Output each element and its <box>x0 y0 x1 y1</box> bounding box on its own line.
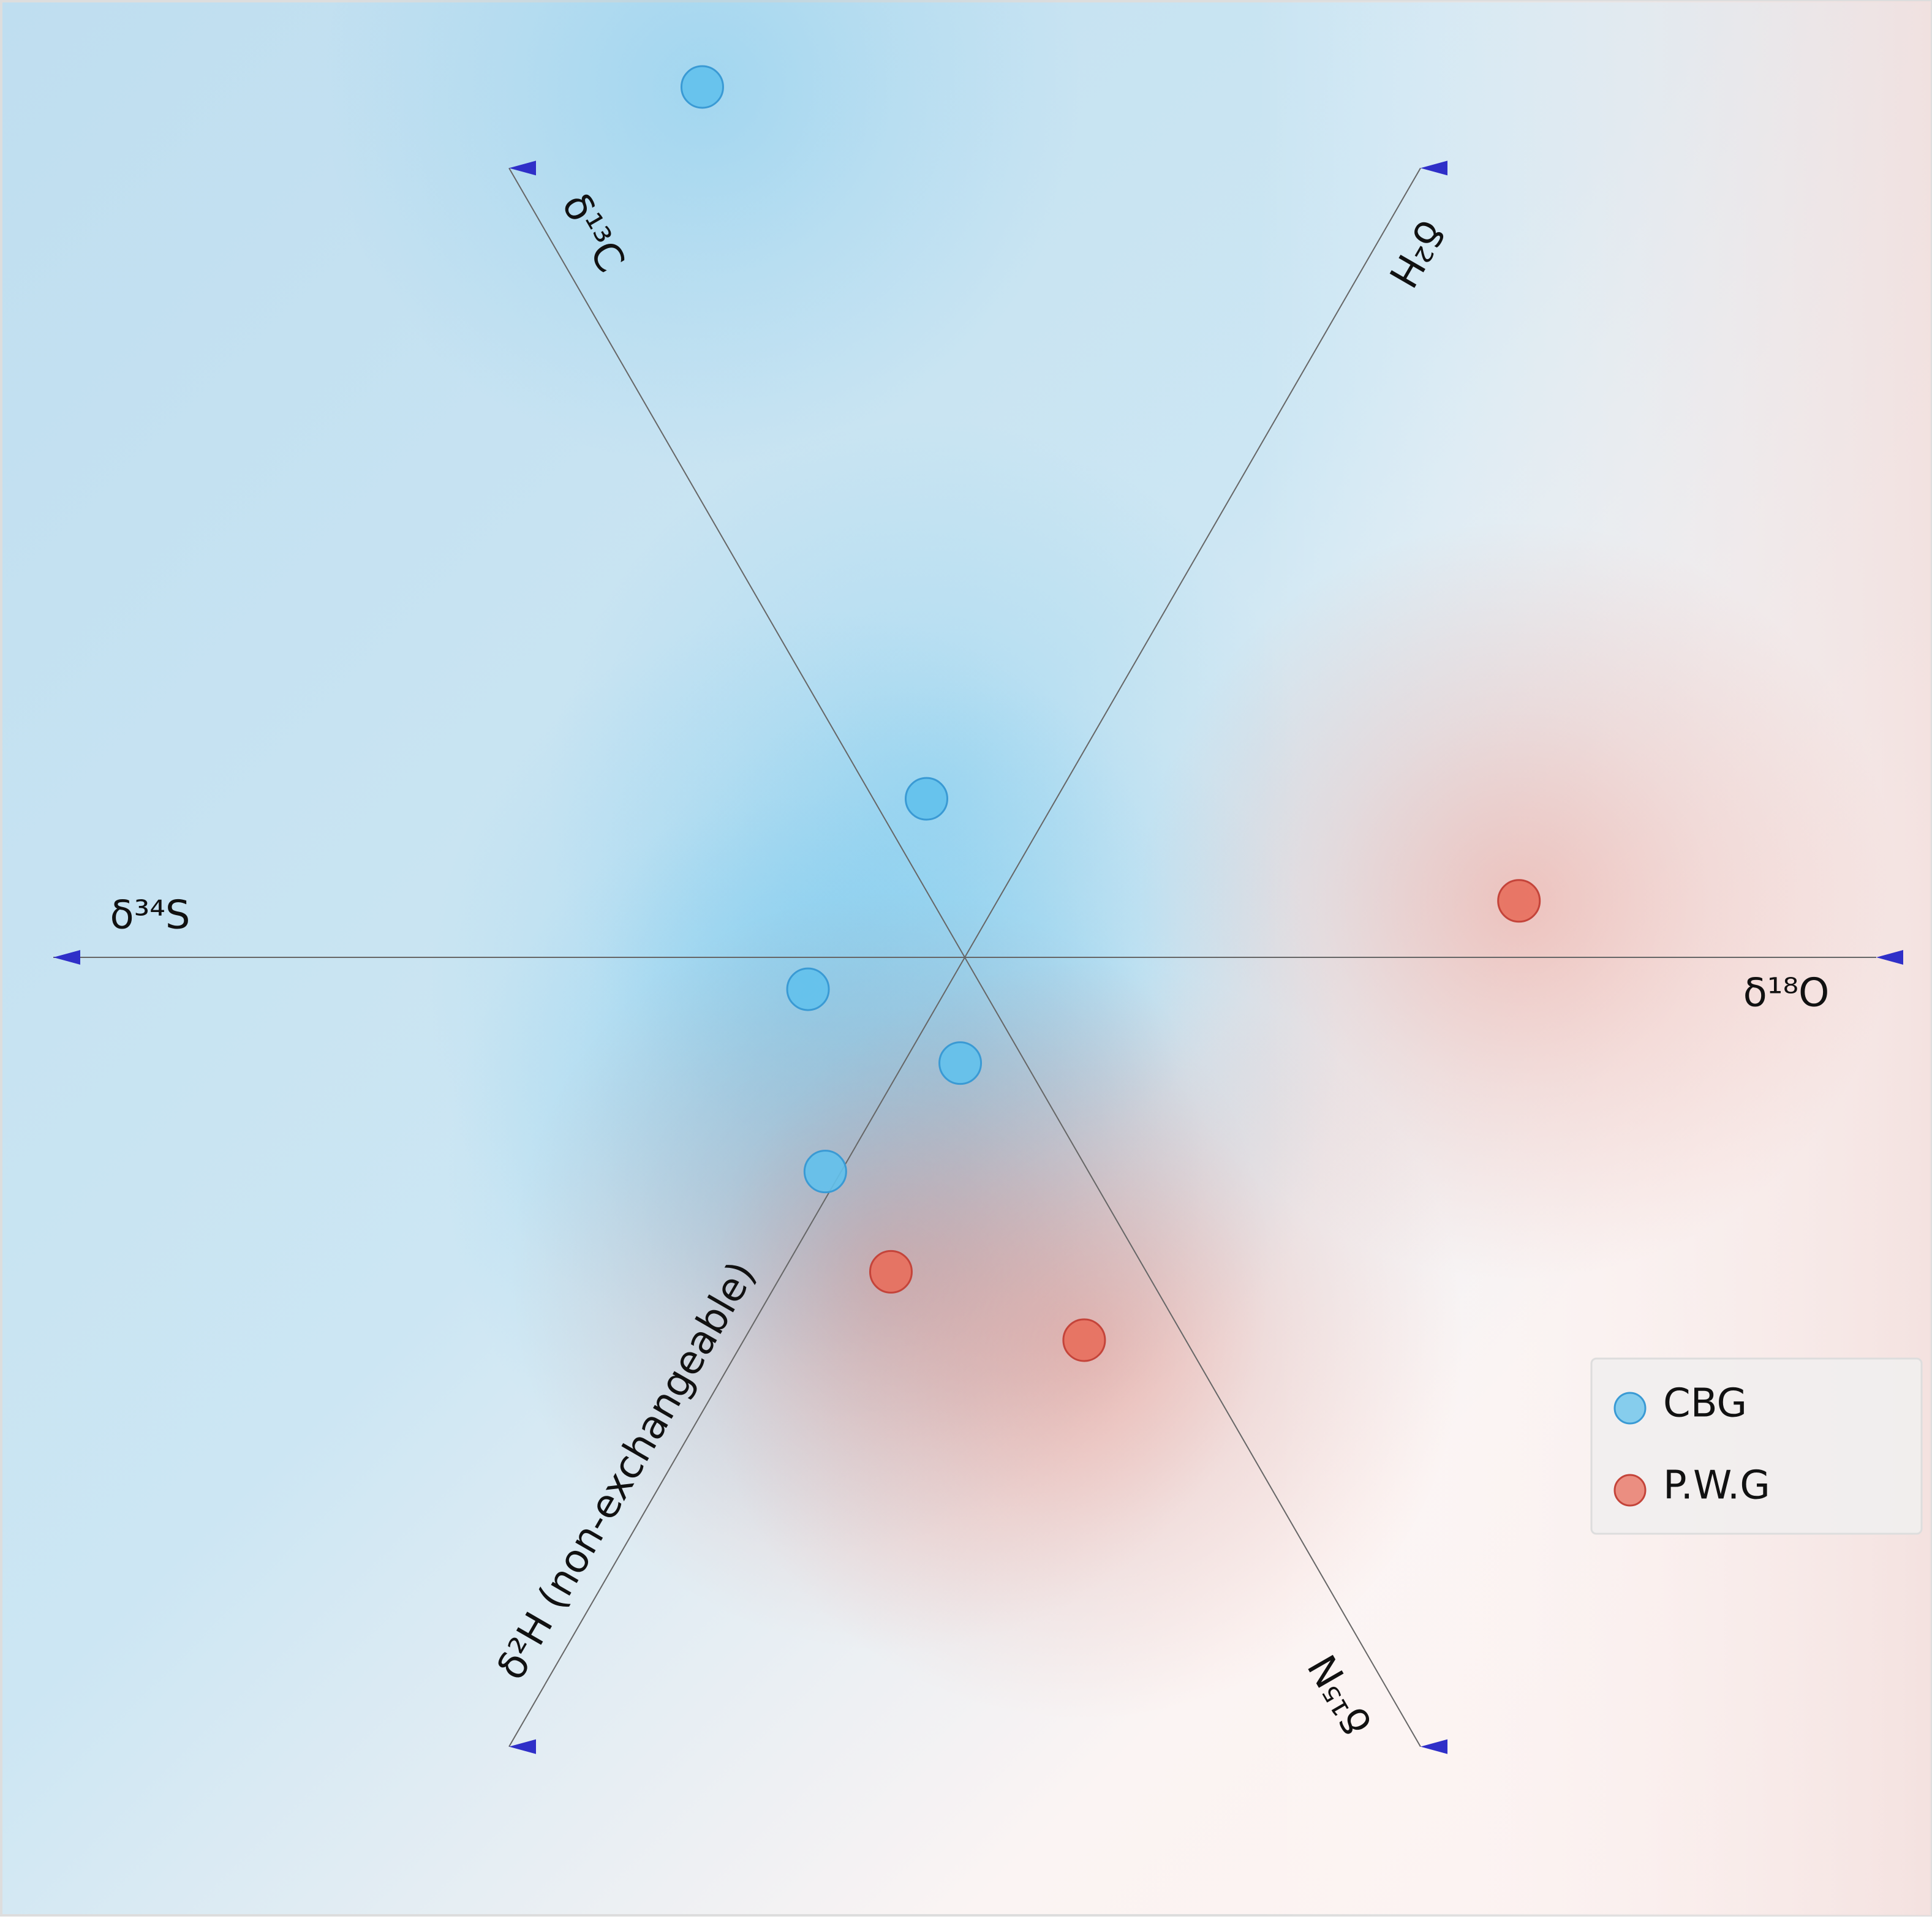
axis-line <box>508 167 965 958</box>
axis-line <box>964 167 1421 958</box>
data-point <box>905 777 949 821</box>
axis-label: δ¹⁸O <box>1743 971 1830 1016</box>
axis-anchor <box>1876 950 1903 965</box>
data-point <box>1062 1318 1106 1362</box>
axis-anchor <box>1421 160 1447 176</box>
data-point <box>869 1250 913 1294</box>
axis-line <box>964 957 1421 1747</box>
legend-box <box>1590 1357 1923 1535</box>
legend-marker <box>1613 1474 1647 1507</box>
legend-label: P.W.G <box>1663 1463 1770 1509</box>
point-layer <box>680 65 1541 1362</box>
density-glow <box>322 0 1082 467</box>
legend: CBG P.W.G <box>1590 1357 1923 1535</box>
axis-line <box>508 957 965 1747</box>
legend-marker <box>1613 1392 1647 1425</box>
data-point <box>803 1150 847 1194</box>
data-point <box>786 967 830 1011</box>
axis-anchor <box>53 950 80 965</box>
data-point <box>938 1041 983 1085</box>
axis-label: δ³⁴S <box>110 893 190 938</box>
axis-anchor <box>509 160 536 176</box>
axis-anchor <box>1421 1739 1447 1754</box>
data-point <box>1497 879 1541 923</box>
data-point <box>680 65 724 109</box>
legend-label: CBG <box>1663 1381 1747 1427</box>
axis-anchor <box>509 1739 536 1754</box>
